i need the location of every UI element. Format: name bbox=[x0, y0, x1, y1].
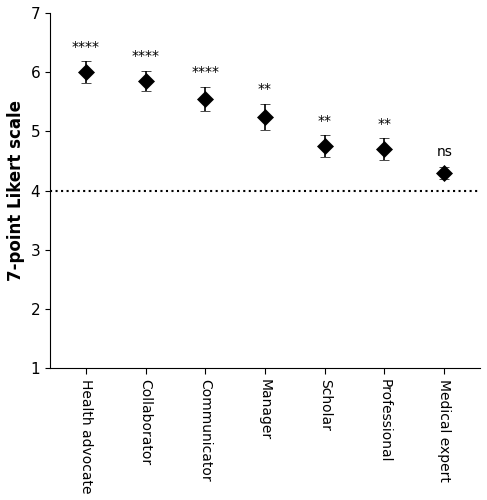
Text: ns: ns bbox=[436, 145, 452, 159]
Text: **: ** bbox=[377, 117, 392, 131]
Text: **: ** bbox=[318, 114, 332, 128]
Text: ****: **** bbox=[191, 65, 219, 79]
Y-axis label: 7-point Likert scale: 7-point Likert scale bbox=[7, 100, 25, 281]
Text: ****: **** bbox=[72, 40, 100, 54]
Text: **: ** bbox=[258, 82, 272, 96]
Text: ****: **** bbox=[131, 50, 160, 64]
